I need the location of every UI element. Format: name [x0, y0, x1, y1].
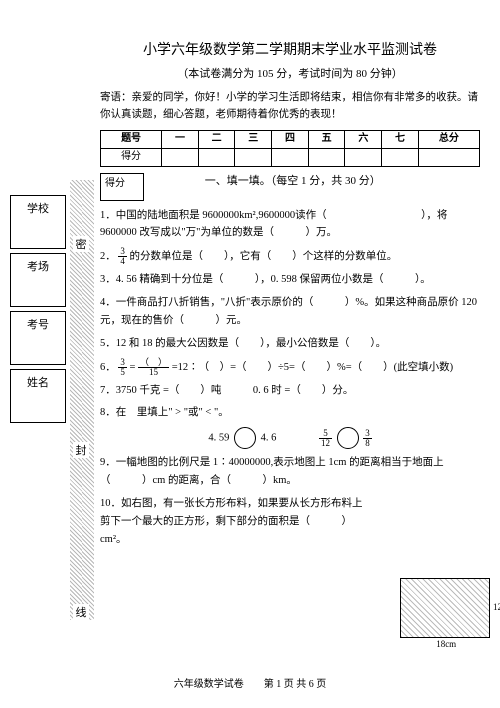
fraction: 5 12 [319, 429, 332, 448]
section-score-box: 得分 [100, 173, 144, 201]
question-9: 9．一幅地图的比例尺是 1∶40000000,表示地图上 1cm 的距离相当于地… [100, 454, 480, 490]
gutter-name: 姓名 [10, 369, 66, 423]
compare-circle: ○ [337, 427, 359, 449]
fraction-denominator: 4 [118, 257, 127, 266]
page-footer: 六年级数学试卷 第 1 页 共 6 页 [0, 675, 500, 690]
score-header: 二 [198, 130, 235, 148]
table-row: 题号 一 二 三 四 五 六 七 总分 [101, 130, 480, 148]
exam-title: 小学六年级数学第二学期期末学业水平监测试卷 [100, 40, 480, 62]
question-8: 8．在 里填上" > "或" < "。 [100, 404, 480, 422]
fraction: 3 5 [118, 358, 127, 377]
table-row: 得分 [101, 148, 480, 166]
question-6: 6． 3 5 = （ ） 15 =12∶（ ）=（ ）÷5=（ ）%=（ ）(此… [100, 358, 480, 377]
score-header: 四 [272, 130, 309, 148]
strip-label-mi: 密 [73, 236, 89, 252]
question-8-compare: 4. 59 ○ 4. 6 5 12 ○ 3 8 [100, 427, 480, 449]
question-10: 10．如右图，有一张长方形布料，如果要从长方形布料上剪下一个最大的正方形，剩下部… [100, 495, 370, 549]
score-cell [382, 148, 419, 166]
q2-text: 的分数单位是（ ），它有（ ）个这样的分数单位。 [130, 251, 398, 262]
score-cell [418, 148, 479, 166]
score-row-label: 得分 [101, 148, 162, 166]
score-header: 一 [162, 130, 199, 148]
fraction-denominator: 8 [363, 439, 372, 448]
fraction-denominator: 12 [319, 439, 332, 448]
question-3: 3．4. 56 精确到十分位是（ ），0. 598 保留两位小数是（ ）。 [100, 271, 480, 289]
score-header: 题号 [101, 130, 162, 148]
compare-circle: ○ [234, 427, 256, 449]
score-cell [198, 148, 235, 166]
question-5: 5．12 和 18 的最大公因数是（ ），最小公倍数是（ ）。 [100, 335, 480, 353]
gutter-column: 学校 考场 考号 姓名 [10, 195, 68, 427]
score-cell [162, 148, 199, 166]
score-cell [345, 148, 382, 166]
gutter-school: 学校 [10, 195, 66, 249]
score-header: 三 [235, 130, 272, 148]
score-header: 六 [345, 130, 382, 148]
q8-left-value2: 4. 6 [261, 433, 277, 444]
score-cell [235, 148, 272, 166]
q6-text: =12∶（ ）=（ ）÷5=（ ）%=（ ）(此空填小数) [172, 362, 453, 373]
fraction-denominator: 15 [138, 368, 169, 377]
score-cell [272, 148, 309, 166]
fraction: 3 4 [118, 247, 127, 266]
gutter-room: 考场 [10, 253, 66, 307]
fraction: 3 8 [363, 429, 372, 448]
fraction-denominator: 5 [118, 368, 127, 377]
rectangle-figure: 18cm 12cm [400, 578, 490, 638]
main-content: 小学六年级数学第二学期期末学业水平监测试卷 （本试卷满分为 105 分，考试时间… [100, 40, 480, 554]
exam-subtitle: （本试卷满分为 105 分，考试时间为 80 分钟） [100, 66, 480, 84]
score-cell [308, 148, 345, 166]
section1-heading: 一、填一填。（每空 1 分，共 30 分） [205, 175, 381, 187]
score-header: 七 [382, 130, 419, 148]
rect-width-label: 18cm [436, 639, 456, 649]
score-header: 五 [308, 130, 345, 148]
question-1: 1．中国的陆地面积是 9600000km²,9600000读作（ ），将 960… [100, 207, 480, 243]
exam-message: 寄语：亲爱的同学，你好！小学的学习生活即将结束，相信你有非常多的收获。请你认真读… [100, 90, 480, 124]
rect-height-label: 12cm [493, 602, 500, 612]
gutter-number: 考号 [10, 311, 66, 365]
q6-prefix: 6． [100, 362, 116, 373]
score-table: 题号 一 二 三 四 五 六 七 总分 得分 [100, 130, 480, 167]
question-4: 4．一件商品打八折销售，"八折"表示原价的（ ）%。如果这种商品原价 120 元… [100, 294, 480, 330]
question-2: 2． 3 4 的分数单位是（ ），它有（ ）个这样的分数单位。 [100, 247, 480, 266]
q8-left-value: 4. 59 [208, 433, 229, 444]
strip-label-xian: 线 [73, 604, 89, 620]
fraction: （ ） 15 [138, 358, 169, 377]
strip-label-feng: 封 [73, 442, 89, 458]
question-7: 7．3750 千克 =（ ）吨 0. 6 时 =（ ）分。 [100, 382, 480, 400]
score-header: 总分 [418, 130, 479, 148]
q2-prefix: 2． [100, 251, 116, 262]
